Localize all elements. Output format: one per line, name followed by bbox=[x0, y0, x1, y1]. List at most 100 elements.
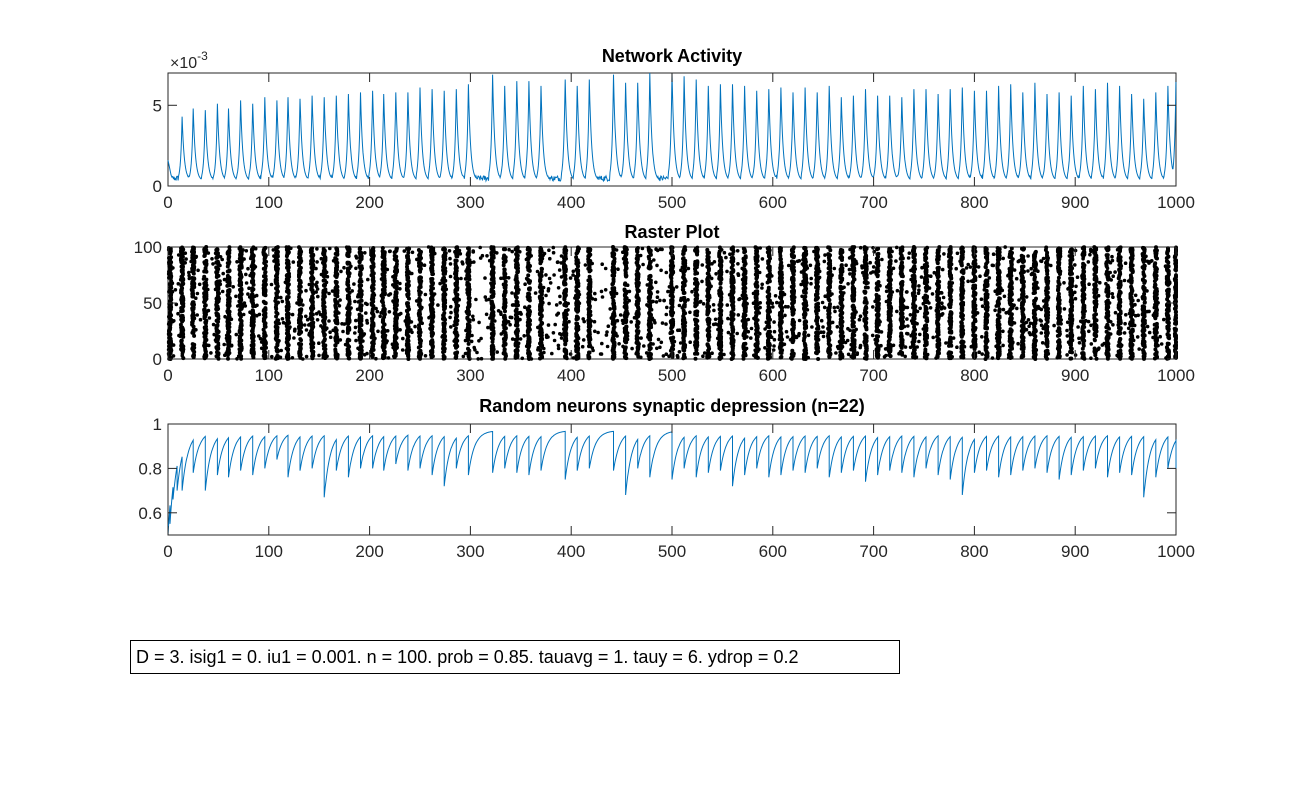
spike-dot bbox=[274, 266, 279, 271]
spike-dot bbox=[214, 280, 219, 285]
spike-dot bbox=[441, 342, 446, 347]
spike-dot bbox=[574, 255, 579, 260]
spike-dot bbox=[634, 256, 639, 261]
spike-dot bbox=[238, 279, 243, 284]
spike-dot bbox=[203, 261, 207, 266]
spike-dot bbox=[203, 280, 208, 285]
spike-dot bbox=[382, 355, 387, 360]
spike-dot bbox=[586, 353, 591, 358]
spike-dot bbox=[190, 306, 195, 311]
spike-dot bbox=[346, 268, 350, 273]
spike-dot bbox=[214, 345, 219, 350]
spike-dot bbox=[297, 292, 302, 297]
spike-dot bbox=[371, 347, 376, 352]
activity-exponent-power: -3 bbox=[197, 49, 208, 63]
spike-dot bbox=[263, 354, 268, 359]
spike-dot bbox=[323, 347, 328, 352]
spike-dot bbox=[527, 313, 532, 318]
spike-dot bbox=[636, 281, 641, 285]
spike-dot bbox=[394, 284, 399, 289]
spike-dot bbox=[261, 266, 266, 271]
spike-dot bbox=[467, 329, 471, 334]
spike-dot bbox=[382, 281, 387, 286]
spike-dot bbox=[251, 352, 256, 357]
spike-dot bbox=[215, 305, 219, 310]
spike-dot bbox=[441, 268, 446, 273]
spike-dot bbox=[250, 327, 255, 332]
spike-dot bbox=[347, 349, 352, 354]
spike-dot bbox=[238, 270, 243, 275]
spike-dot bbox=[297, 278, 302, 283]
spike-dot bbox=[707, 346, 712, 351]
spike-dot bbox=[298, 353, 303, 358]
spike-dot bbox=[203, 267, 208, 272]
spike-dot bbox=[682, 354, 687, 359]
spike-dot bbox=[311, 345, 316, 350]
spike-dot bbox=[251, 335, 256, 340]
spike-dot bbox=[707, 329, 712, 334]
spike-dot bbox=[204, 337, 209, 342]
spike-dot bbox=[634, 335, 639, 340]
spike-dot bbox=[681, 261, 686, 266]
spike-dot bbox=[705, 287, 710, 292]
spike-dot bbox=[406, 304, 411, 309]
spike-dot bbox=[359, 319, 364, 323]
spike-dot bbox=[405, 286, 410, 291]
spike-dot bbox=[297, 255, 301, 260]
spike-dot bbox=[429, 260, 434, 265]
spike-dot bbox=[502, 284, 507, 289]
spike-dot bbox=[648, 291, 653, 296]
spike-dot bbox=[394, 346, 399, 350]
spike-dot bbox=[202, 248, 207, 252]
spike-dot bbox=[262, 349, 267, 354]
spike-dot bbox=[180, 302, 185, 307]
spike-dot bbox=[430, 354, 435, 359]
spike-dot bbox=[441, 313, 446, 318]
spike-dot bbox=[298, 316, 303, 321]
spike-dot bbox=[514, 284, 519, 289]
spike-dot bbox=[297, 349, 302, 354]
spike-dot bbox=[333, 303, 338, 308]
spike-dot bbox=[167, 289, 172, 294]
spike-dot bbox=[587, 305, 592, 310]
spike-dot bbox=[527, 247, 532, 252]
spike-dot bbox=[563, 282, 568, 287]
spike-dot bbox=[203, 320, 208, 325]
spike-dot bbox=[275, 349, 280, 354]
spike-dot bbox=[369, 302, 374, 307]
spike-dot bbox=[262, 318, 267, 323]
spike-dot bbox=[322, 320, 326, 325]
spike-dot bbox=[168, 336, 173, 341]
spike-dot bbox=[261, 327, 266, 332]
spike-dot bbox=[180, 277, 185, 282]
spike-dot bbox=[562, 292, 567, 296]
raster-plot-chart: Raster Plot 0 100 200 300 400 500 600 700 800 900… bbox=[134, 222, 1195, 385]
spike-dot bbox=[191, 355, 196, 360]
spike-dot bbox=[179, 288, 184, 293]
spike-dot bbox=[226, 281, 231, 286]
spike-dot bbox=[370, 319, 375, 324]
spike-dot bbox=[646, 321, 651, 326]
spike-dot bbox=[514, 299, 519, 304]
spike-dot bbox=[321, 304, 326, 309]
spike-dot bbox=[371, 322, 376, 327]
spike-dot bbox=[431, 314, 436, 319]
spike-dot bbox=[381, 327, 386, 332]
spike-dot bbox=[694, 302, 699, 307]
spike-dot bbox=[670, 290, 675, 294]
spike-dot bbox=[371, 246, 376, 250]
spike-dot bbox=[442, 258, 447, 262]
spike-dot bbox=[705, 319, 710, 323]
spike-dot bbox=[299, 342, 304, 347]
spike-dot bbox=[203, 327, 208, 332]
spike-dot bbox=[636, 312, 641, 317]
spike-dot bbox=[441, 272, 446, 276]
spike-dot bbox=[562, 268, 567, 272]
spike-dot bbox=[406, 357, 411, 361]
spike-dot bbox=[611, 252, 616, 257]
spike-dot bbox=[634, 294, 639, 299]
spike-dot bbox=[623, 301, 628, 306]
spike-dot bbox=[563, 342, 568, 347]
spike-dot bbox=[622, 354, 627, 359]
spike-dot bbox=[693, 277, 698, 281]
